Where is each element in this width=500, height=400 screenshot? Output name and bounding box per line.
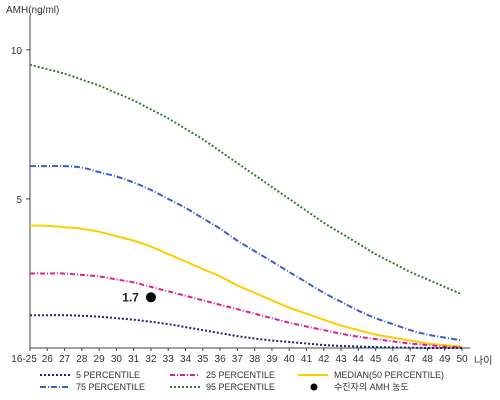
x-tick-label: 39 [266, 354, 278, 365]
y-tick-label: 10 [11, 46, 23, 57]
x-tick-label: 36 [215, 354, 227, 365]
x-tick-label: 33 [163, 354, 175, 365]
x-tick-label: 42 [318, 354, 330, 365]
x-tick-label: 35 [197, 354, 209, 365]
x-tick-label: 44 [353, 354, 365, 365]
x-tick-label: 47 [405, 354, 417, 365]
x-tick-label: 43 [335, 354, 347, 365]
x-tick-label: 40 [284, 354, 296, 365]
x-tick-label: 26 [42, 354, 54, 365]
x-tick-label: 34 [180, 354, 192, 365]
axes [29, 15, 470, 349]
legend-label-75-percentile: 75 PERCENTILE [76, 382, 145, 392]
x-tick-label: 32 [145, 354, 157, 365]
series-line-95-percentile [29, 63, 463, 296]
x-tick-label: 38 [249, 354, 261, 365]
series-line-75-percentile [30, 165, 463, 342]
legend-label-25-percentile: 25 PERCENTILE [206, 370, 275, 380]
x-tick-label: 37 [232, 354, 244, 365]
legend-swatch-amh [310, 383, 318, 391]
x-tick-label: 29 [94, 354, 106, 365]
data-points: 1.7 [122, 290, 156, 304]
x-tick-label: 45 [370, 354, 382, 365]
y-axis-title: AMH(ng/ml) [6, 5, 59, 16]
patient-amh-value-label: 1.7 [122, 290, 139, 304]
legend: 5 PERCENTILE 25 PERCENTILE MEDIAN(50 PERCE… [40, 370, 444, 392]
x-tick-label: 41 [301, 354, 313, 365]
x-axis-title: 나이 [474, 355, 492, 367]
series-lines [29, 63, 463, 349]
y-tick-label: 5 [16, 195, 22, 206]
series-line-5-percentile [30, 314, 462, 349]
x-tick-label: 50 [456, 354, 468, 365]
x-tick-label: 27 [59, 354, 71, 365]
x-tick-label: 49 [439, 354, 451, 365]
legend-label-5-percentile: 5 PERCENTILE [76, 370, 140, 380]
x-tick-label: 16-25 [11, 354, 37, 365]
x-tick-label: 48 [422, 354, 434, 365]
legend-label-amh: 수진자의 AMH 농도 [334, 382, 409, 392]
legend-label-95-percentile: 95 PERCENTILE [206, 382, 275, 392]
patient-amh-point [145, 292, 156, 303]
x-tick-label: 30 [111, 354, 123, 365]
legend-label-median-50-percentile: MEDIAN(50 PERCENTILE) [334, 370, 444, 380]
x-tick-label: 28 [76, 354, 88, 365]
x-ticks: 16-25 26 27 28 29 30 31 32 33 34 35 36 37 38 39 40 41 42 4… [11, 348, 468, 365]
x-tick-label: 31 [128, 354, 140, 365]
x-tick-label: 46 [387, 354, 399, 365]
y-ticks: 5 10 [11, 46, 30, 206]
series-line-median-50-percentile [29, 224, 463, 348]
series-line-25-percentile [30, 272, 463, 349]
